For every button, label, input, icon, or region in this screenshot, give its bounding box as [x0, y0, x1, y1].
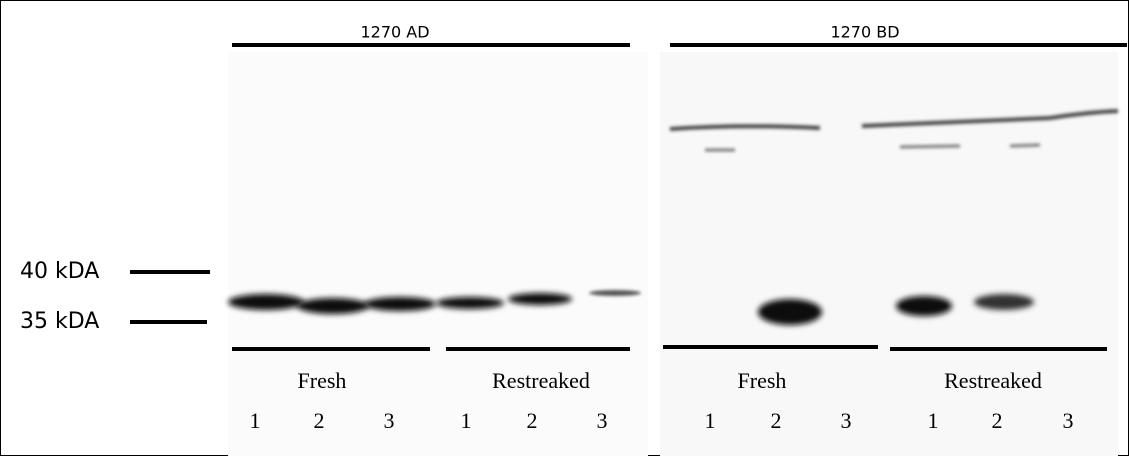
lane-label: 1 — [461, 408, 472, 433]
lane-label: 3 — [1063, 408, 1074, 433]
band — [758, 299, 822, 325]
lane-label: 3 — [384, 408, 395, 433]
band — [974, 294, 1034, 310]
band — [297, 298, 369, 314]
condition-label: Restreaked — [944, 368, 1042, 393]
lane-label: 3 — [597, 408, 608, 433]
band — [364, 297, 436, 311]
marker-label: 35 kDA — [20, 309, 99, 334]
lane-label: 1 — [928, 408, 939, 433]
band — [589, 290, 641, 296]
band — [228, 294, 304, 310]
lane-label: 3 — [841, 408, 852, 433]
group-label: 1270 BD — [830, 23, 899, 42]
band — [896, 296, 952, 316]
band — [436, 297, 504, 309]
lane-label: 2 — [527, 408, 538, 433]
lane-label: 1 — [705, 408, 716, 433]
lane-label: 2 — [992, 408, 1003, 433]
marker-label: 40 kDA — [20, 259, 99, 284]
band — [508, 293, 572, 305]
gel-panel — [228, 52, 648, 456]
condition-label: Restreaked — [492, 368, 590, 393]
lane-label: 2 — [314, 408, 325, 433]
lane-label: 2 — [771, 408, 782, 433]
blot-figure: 1270 ADFresh123Restreaked1231270 BDFresh… — [0, 0, 1129, 456]
lane-label: 1 — [250, 408, 261, 433]
group-label: 1270 AD — [360, 23, 429, 42]
condition-label: Fresh — [298, 368, 347, 393]
gel-panel — [660, 52, 1118, 456]
condition-label: Fresh — [738, 368, 787, 393]
